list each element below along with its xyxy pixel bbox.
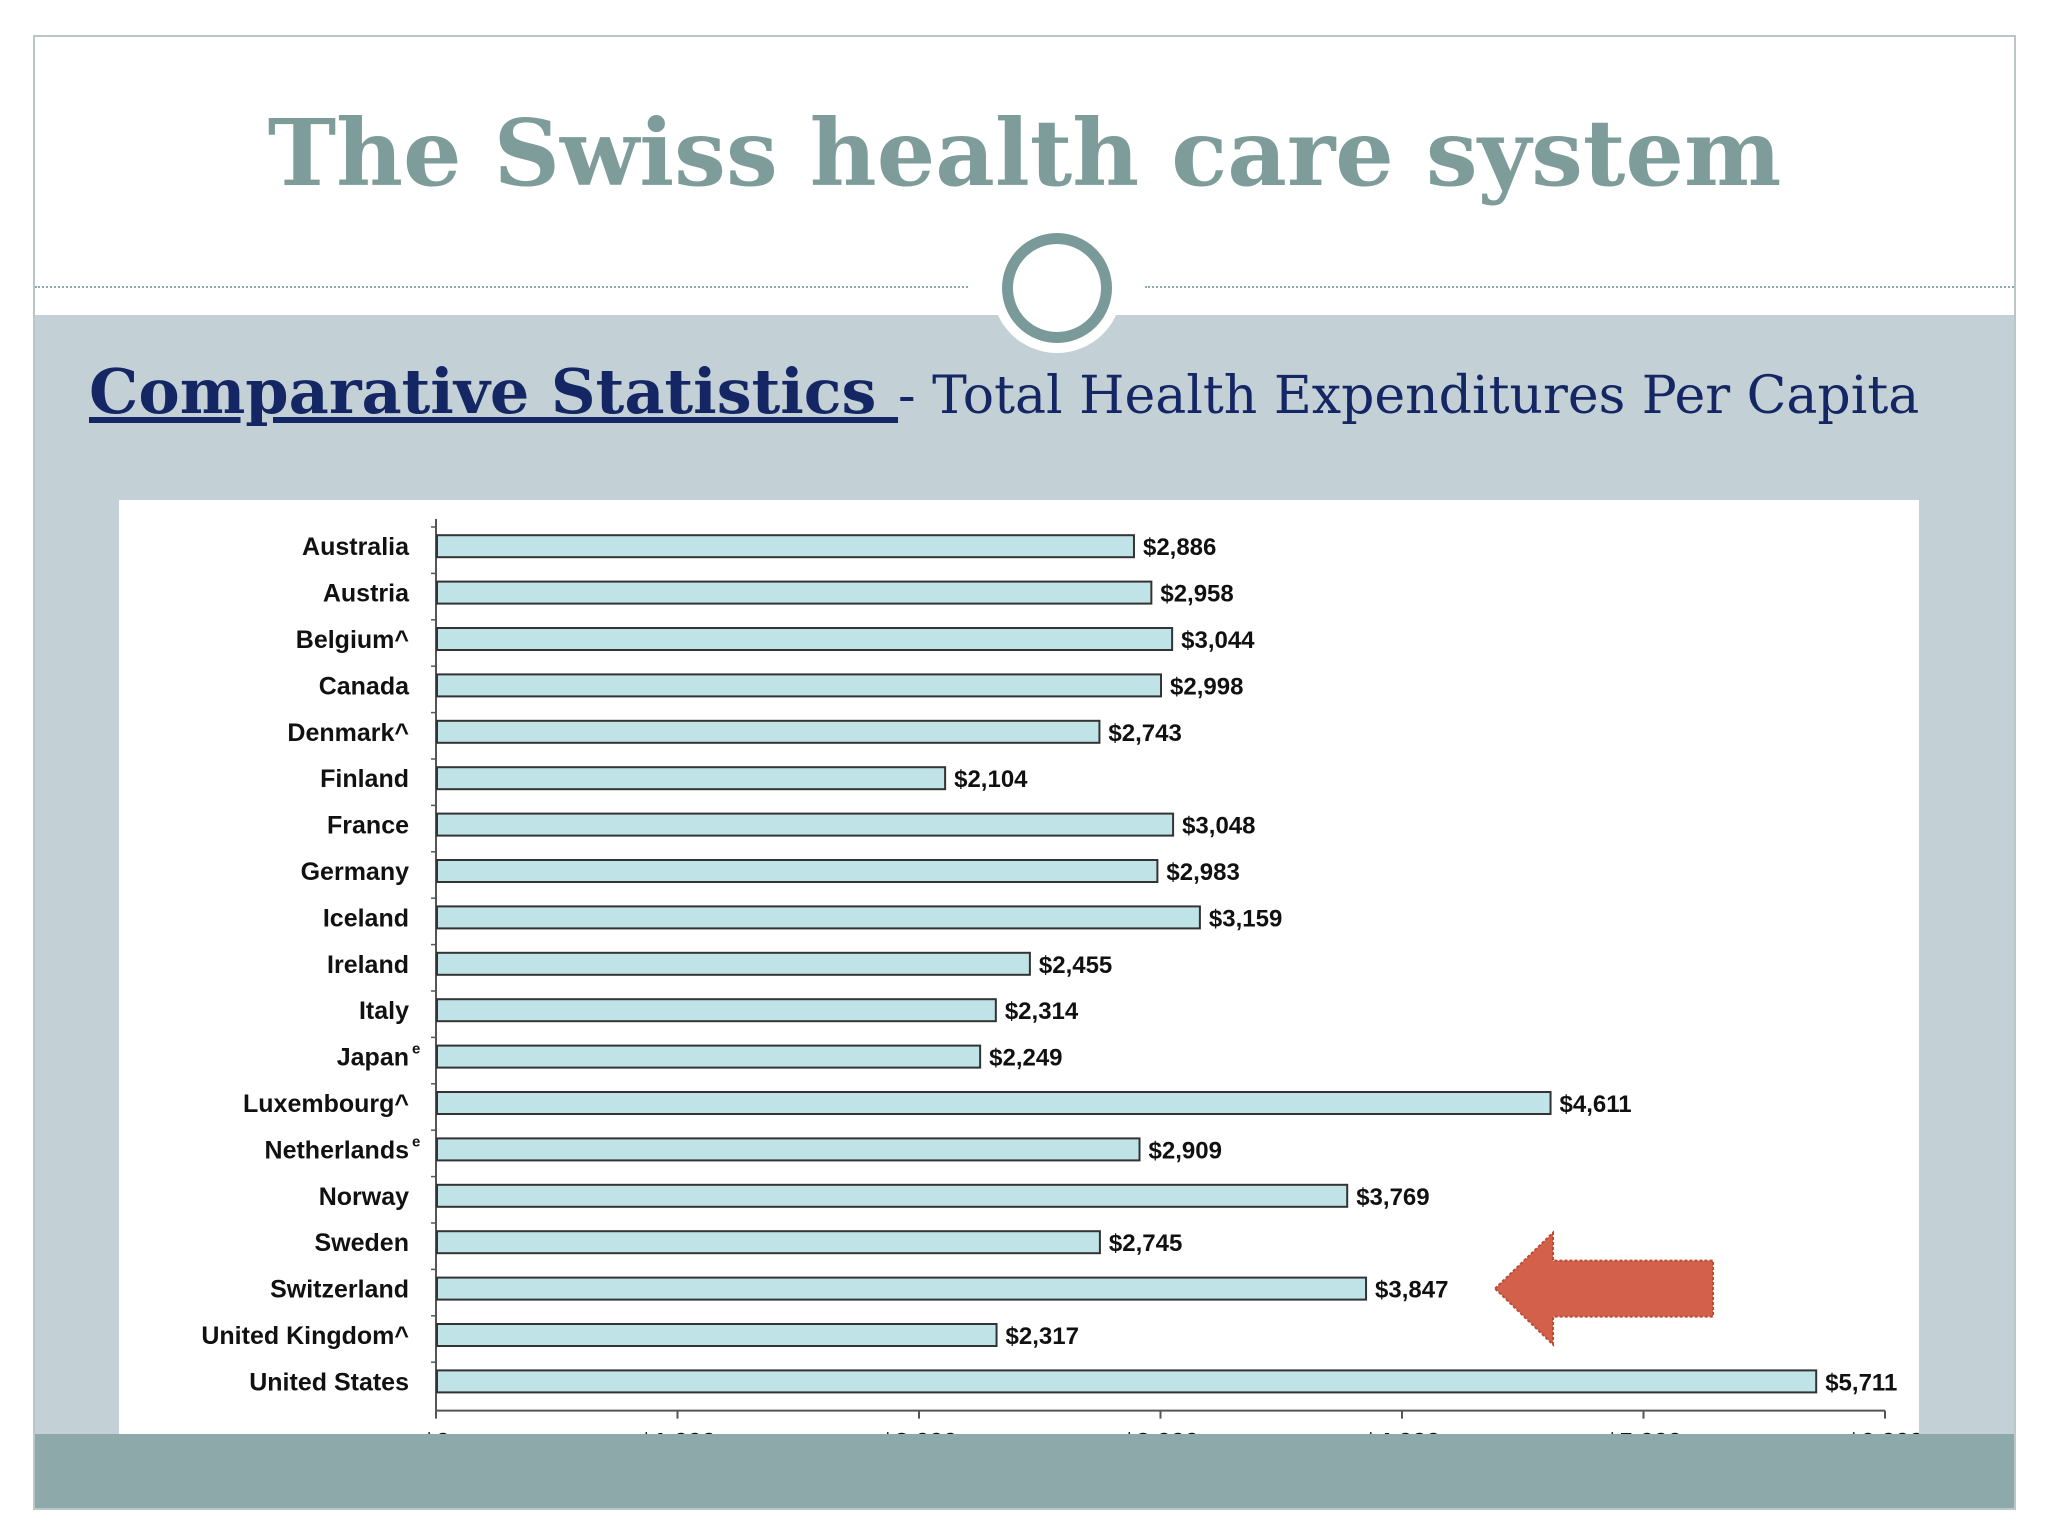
chart-panel: Australia $2,886 Austria $2,958 Belgium^ $3,0… xyxy=(119,500,1919,1442)
category-label: United States xyxy=(249,1368,409,1396)
value-label: $3,847 xyxy=(1375,1277,1448,1304)
category-label: Italy xyxy=(359,997,409,1025)
header-divider-left xyxy=(35,286,968,288)
value-label: $3,159 xyxy=(1209,905,1282,932)
category-superscript: e xyxy=(412,1041,420,1058)
value-label: $2,317 xyxy=(1006,1323,1079,1350)
value-label: $2,249 xyxy=(989,1045,1062,1072)
subtitle-heading: Comparative Statistics xyxy=(89,355,899,428)
category-label: Switzerland xyxy=(270,1276,409,1304)
value-label: $2,909 xyxy=(1149,1137,1222,1164)
bar xyxy=(436,1230,1101,1255)
value-label: $3,044 xyxy=(1181,627,1255,654)
bar xyxy=(436,766,947,791)
bar xyxy=(436,1091,1552,1115)
bar xyxy=(436,905,1201,930)
slide: The Swiss health care system Comparative… xyxy=(33,35,2016,1510)
slide-title: The Swiss health care system xyxy=(267,99,1782,207)
subtitle-separator: - xyxy=(898,366,933,426)
category-label: Denmark^ xyxy=(287,719,409,747)
bar xyxy=(436,580,1153,605)
category-label: Finland xyxy=(320,765,409,793)
category-label: Sweden xyxy=(315,1229,409,1257)
value-label: $2,886 xyxy=(1143,534,1216,561)
value-label: $5,711 xyxy=(1825,1369,1897,1396)
value-label: $2,743 xyxy=(1108,720,1181,747)
category-label: Ireland xyxy=(327,951,409,979)
value-label: $2,314 xyxy=(1005,998,1079,1025)
header-divider-right xyxy=(1145,286,2014,288)
value-label: $3,048 xyxy=(1182,813,1255,840)
category-label: Iceland xyxy=(323,904,409,932)
bar xyxy=(436,812,1175,837)
bar xyxy=(436,1044,982,1069)
bar xyxy=(436,998,997,1023)
bar-chart: Australia $2,886 Austria $2,958 Belgium^ $3,0… xyxy=(201,519,1919,1442)
category-label: Germany xyxy=(301,858,409,886)
value-label: $2,104 xyxy=(954,766,1028,793)
category-label: Canada xyxy=(319,672,410,700)
category-label: Austria xyxy=(323,580,410,608)
bar xyxy=(436,1276,1368,1301)
bar xyxy=(436,1369,1818,1394)
bar xyxy=(436,673,1163,698)
bar xyxy=(436,1323,998,1347)
value-label: $2,983 xyxy=(1166,859,1239,886)
category-label: France xyxy=(327,812,409,840)
bar xyxy=(436,627,1174,651)
category-superscript: e xyxy=(412,1133,420,1150)
category-label: Australia xyxy=(302,533,410,561)
value-label: $2,958 xyxy=(1160,581,1233,608)
subtitle-description: Total Health Expenditures Per Capita xyxy=(932,366,1920,426)
value-label: $3,769 xyxy=(1356,1184,1429,1211)
value-label: $4,611 xyxy=(1560,1091,1632,1118)
category-label: Luxembourg^ xyxy=(243,1090,409,1118)
category-label: Japan xyxy=(337,1044,409,1072)
category-label: United Kingdom^ xyxy=(201,1322,409,1350)
bar xyxy=(436,534,1135,559)
bar xyxy=(436,951,1031,976)
value-label: $2,998 xyxy=(1170,673,1243,700)
bar xyxy=(436,1137,1141,1162)
category-label: Norway xyxy=(319,1183,409,1211)
bar xyxy=(436,1183,1349,1208)
highlight-arrow-icon xyxy=(1493,1230,1715,1347)
value-label: $2,455 xyxy=(1039,952,1112,979)
bar xyxy=(436,859,1159,883)
footer-band xyxy=(35,1434,2014,1508)
value-label: $2,745 xyxy=(1109,1230,1182,1257)
circle-ornament-icon xyxy=(1002,233,1112,343)
bar xyxy=(436,719,1101,744)
category-label: Belgium^ xyxy=(296,626,410,654)
slide-subtitle: Comparative Statistics - Total Health Ex… xyxy=(89,355,1919,428)
category-label: Netherlands xyxy=(265,1136,409,1164)
